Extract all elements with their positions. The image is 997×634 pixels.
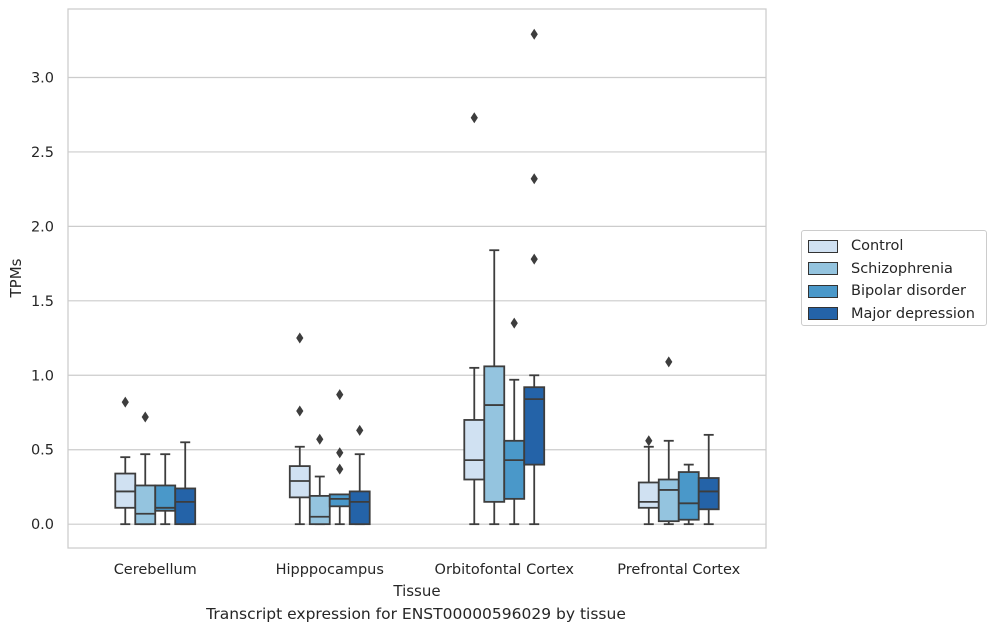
y-tick-label: 3.0 <box>31 70 54 86</box>
x-tick-label: Cerebellum <box>114 562 197 578</box>
outlier-point <box>141 411 149 423</box>
x-tick-label: Orbitofontal Cortex <box>435 562 575 578</box>
box-body <box>134 484 157 526</box>
x-tick-label: Prefrontal Cortex <box>617 562 740 578</box>
outlier-point <box>470 112 478 124</box>
x-tick-label: Hipppocampus <box>276 562 384 578</box>
box-body <box>348 490 371 526</box>
y-tick-label: 2.0 <box>31 219 54 235</box>
box <box>697 433 720 526</box>
legend-label: Control <box>851 238 904 255</box>
box <box>134 411 157 526</box>
y-axis-label: TPMs <box>7 258 25 298</box>
box <box>328 389 351 526</box>
outlier-point <box>645 435 653 447</box>
box-body <box>308 494 331 526</box>
outlier-point <box>296 332 304 344</box>
box <box>637 435 660 526</box>
y-axis-ticks: 0.0 0.5 1.0 1.5 2.0 2.5 3.0 <box>31 70 54 533</box>
box-body <box>328 493 351 508</box>
legend-item-major-depression: Major depression <box>808 303 986 326</box>
outlier-point <box>336 463 344 475</box>
box <box>523 28 546 526</box>
outlier-point <box>530 253 538 265</box>
legend-swatch-major-depression <box>808 307 838 321</box>
box <box>154 453 177 526</box>
x-axis-ticks: Cerebellum Hipppocampus Orbitofontal Corte… <box>114 562 741 578</box>
legend-swatch-schizophrenia <box>808 262 838 276</box>
outlier-point <box>316 433 324 445</box>
legend-label: Schizophrenia <box>851 260 953 277</box>
y-tick-label: 2.5 <box>31 145 54 161</box>
legend-swatch-bipolar-disorder <box>808 284 838 298</box>
box <box>483 249 506 526</box>
box <box>114 396 137 526</box>
outlier-point <box>336 389 344 401</box>
outlier-point <box>530 173 538 185</box>
box <box>657 356 680 526</box>
box <box>288 332 311 526</box>
y-tick-label: 1.5 <box>31 294 54 310</box>
outlier-point <box>336 447 344 459</box>
box-body <box>503 439 526 500</box>
y-tick-label: 0.5 <box>31 443 54 459</box>
box-body <box>637 481 660 509</box>
legend-label: Major depression <box>851 305 975 322</box>
box-body <box>677 471 700 521</box>
y-tick-label: 1.0 <box>31 368 54 384</box>
box-body <box>657 478 680 523</box>
grid-lines <box>68 76 766 525</box>
box <box>463 112 486 526</box>
legend-swatch-control <box>808 239 838 253</box>
x-axis-label: Tissue <box>392 582 440 600</box>
box <box>308 433 331 526</box>
box <box>503 317 526 526</box>
outlier-point <box>510 317 518 329</box>
legend-item-control: Control <box>808 235 986 258</box>
legend-item-bipolar-disorder: Bipolar disorder <box>808 280 986 303</box>
outlier-point <box>665 356 673 368</box>
y-tick-label: 0.0 <box>31 517 54 533</box>
legend: Control Schizophrenia Bipolar disorder M… <box>801 230 987 326</box>
outlier-point <box>296 405 304 417</box>
outlier-point <box>121 396 129 408</box>
legend-item-schizophrenia: Schizophrenia <box>808 258 986 281</box>
box <box>677 463 700 526</box>
outlier-point <box>356 424 364 436</box>
box-plot-series <box>114 28 720 526</box>
box-body <box>174 487 197 526</box>
box <box>174 441 197 526</box>
plot-frame <box>67 8 767 549</box>
legend-label: Bipolar disorder <box>851 283 966 300</box>
box-body <box>523 386 546 466</box>
chart-caption: Transcript expression for ENST0000059602… <box>206 605 626 623</box>
box-body <box>697 477 720 511</box>
box <box>348 424 371 526</box>
box-body <box>483 365 506 503</box>
outlier-point <box>530 28 538 40</box>
box-body <box>463 419 486 481</box>
